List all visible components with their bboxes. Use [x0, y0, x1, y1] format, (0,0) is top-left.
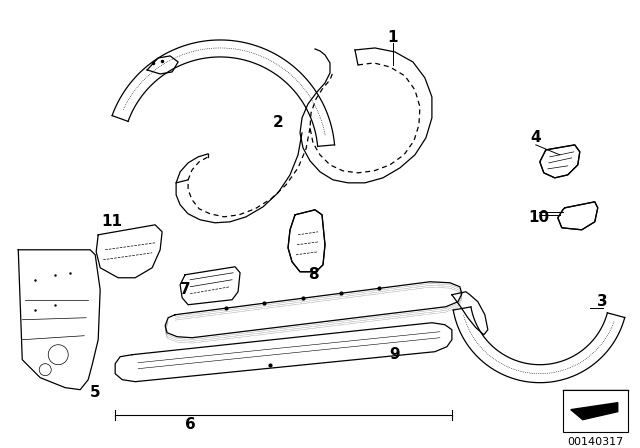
Text: 4: 4	[531, 130, 541, 146]
Text: 10: 10	[528, 210, 549, 225]
Polygon shape	[558, 202, 598, 230]
Text: 8: 8	[308, 267, 318, 282]
Text: 9: 9	[390, 347, 400, 362]
Text: 6: 6	[185, 417, 195, 432]
Polygon shape	[540, 145, 580, 178]
Polygon shape	[19, 250, 100, 390]
Polygon shape	[288, 210, 325, 272]
Text: 3: 3	[598, 294, 608, 309]
Polygon shape	[96, 225, 162, 278]
Polygon shape	[571, 403, 618, 420]
Text: 11: 11	[102, 214, 123, 229]
Polygon shape	[180, 267, 240, 305]
Text: 5: 5	[90, 385, 100, 400]
Text: 7: 7	[180, 282, 191, 297]
Text: 1: 1	[388, 30, 398, 45]
Text: 2: 2	[273, 116, 284, 130]
Bar	[563, 390, 628, 431]
Polygon shape	[165, 282, 462, 338]
Polygon shape	[115, 323, 452, 382]
Text: 00140317: 00140317	[567, 437, 623, 447]
